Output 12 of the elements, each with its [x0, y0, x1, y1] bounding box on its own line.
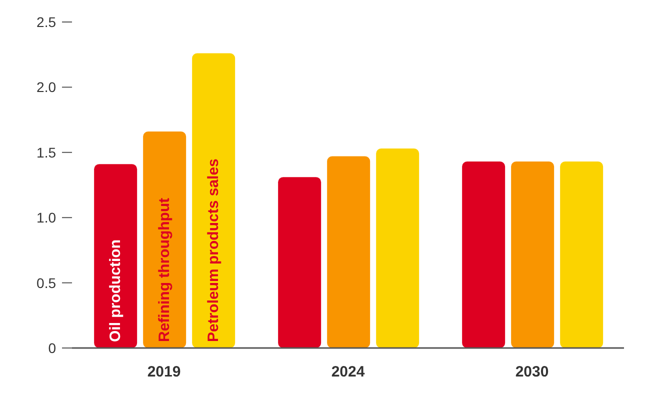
x-tick-label: 2030 [515, 364, 549, 381]
series-label: Oil production [107, 240, 124, 342]
series-label: Refining throughput [156, 198, 174, 342]
y-tick-label: 1.0 [36, 210, 56, 226]
y-tick-label: 2.5 [36, 14, 56, 30]
y-tick-label: 2.0 [36, 79, 56, 96]
y-tick-label: 1.5 [36, 144, 56, 160]
x-tick-label: 2024 [331, 364, 366, 381]
series-label: Petroleum products sales [205, 158, 222, 342]
x-tick-label: 2019 [147, 364, 181, 381]
y-tick-label: 0.5 [36, 274, 56, 291]
y-tick-label: 0 [48, 340, 56, 356]
